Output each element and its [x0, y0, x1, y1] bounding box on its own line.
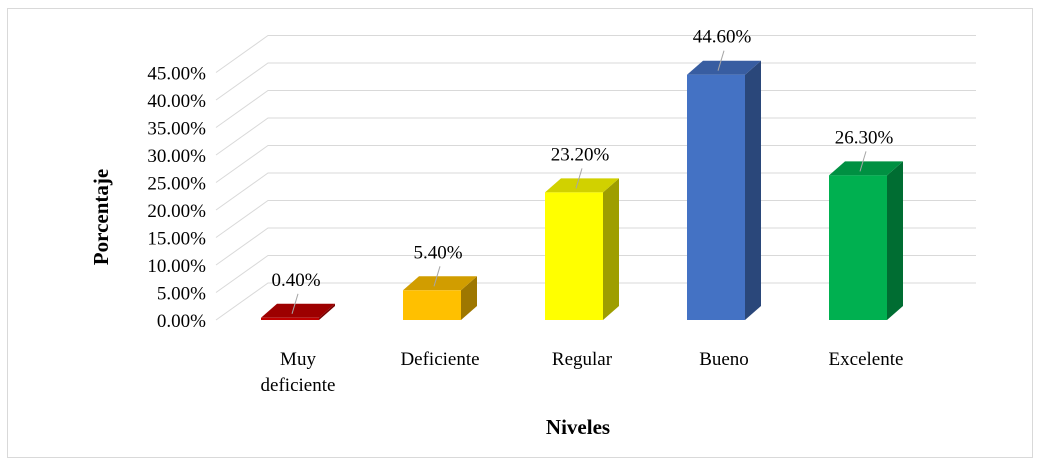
bar-side [319, 303, 335, 320]
x-axis-categories: Muy deficiente Deficiente Regular Bueno Excel… [261, 349, 904, 396]
gridline [215, 90, 976, 128]
data-label: 5.40% [413, 242, 462, 263]
bar [829, 161, 903, 320]
bar-top [403, 276, 477, 291]
bar [261, 303, 335, 320]
y-axis-ticks: 0.00% 5.00% 10.00% 15.00% 20.00% 25.00% 30.00%… [147, 64, 206, 333]
y-axis-title: Porcentaje [89, 169, 113, 265]
bar-top [261, 303, 335, 318]
data-label: 23.20% [551, 144, 610, 165]
data-label: 26.30% [835, 127, 894, 148]
y-tick-label: 0.00% [157, 311, 206, 332]
y-tick-label: 25.00% [147, 174, 206, 195]
bar-side [887, 161, 903, 320]
data-label-leader [717, 50, 725, 71]
y-tick-label: 40.00% [147, 91, 206, 112]
x-category-label: Deficiente [400, 349, 479, 370]
bar-front [545, 192, 603, 320]
y-tick-label: 30.00% [147, 146, 206, 167]
x-category-label: Bueno [699, 349, 749, 370]
bar [403, 276, 477, 320]
data-label-leader [433, 266, 441, 287]
y-tick-label: 35.00% [147, 119, 206, 140]
gridline [215, 35, 976, 73]
bar [687, 60, 761, 320]
bar [545, 178, 619, 320]
bar-top [829, 161, 903, 176]
y-tick-label: 10.00% [147, 256, 206, 277]
bar-front [261, 317, 319, 320]
data-labels: 0.40% 5.40% 23.20% 44.60% 26.30% [271, 27, 893, 314]
data-label: 0.40% [271, 270, 320, 291]
gridline [215, 62, 976, 101]
bar-front [829, 175, 887, 320]
x-category-label: Excelente [829, 349, 904, 370]
x-category-label: Regular [552, 349, 613, 370]
bar-side [745, 60, 761, 320]
bar-front [403, 290, 461, 320]
chart-frame: 0.00% 5.00% 10.00% 15.00% 20.00% 25.00% 30.00%… [7, 8, 1033, 458]
y-tick-label: 20.00% [147, 201, 206, 222]
y-tick-label: 15.00% [147, 229, 206, 250]
data-label-leader [859, 151, 867, 172]
bar-side [603, 178, 619, 320]
bar-front [687, 74, 745, 320]
bar-side [461, 276, 477, 320]
x-axis-title: Niveles [546, 415, 610, 439]
bar-chart: 0.00% 5.00% 10.00% 15.00% 20.00% 25.00% 30.00%… [89, 27, 976, 439]
bar-top [545, 178, 619, 193]
data-label: 44.60% [693, 27, 752, 48]
y-tick-label: 5.00% [157, 284, 206, 305]
data-label-leader [575, 168, 583, 189]
gridlines [215, 35, 976, 321]
x-category-label: Muy deficiente [261, 349, 336, 396]
y-tick-label: 45.00% [147, 64, 206, 85]
bar-top [687, 60, 761, 75]
data-label-leader [291, 293, 299, 314]
bars [261, 60, 903, 320]
